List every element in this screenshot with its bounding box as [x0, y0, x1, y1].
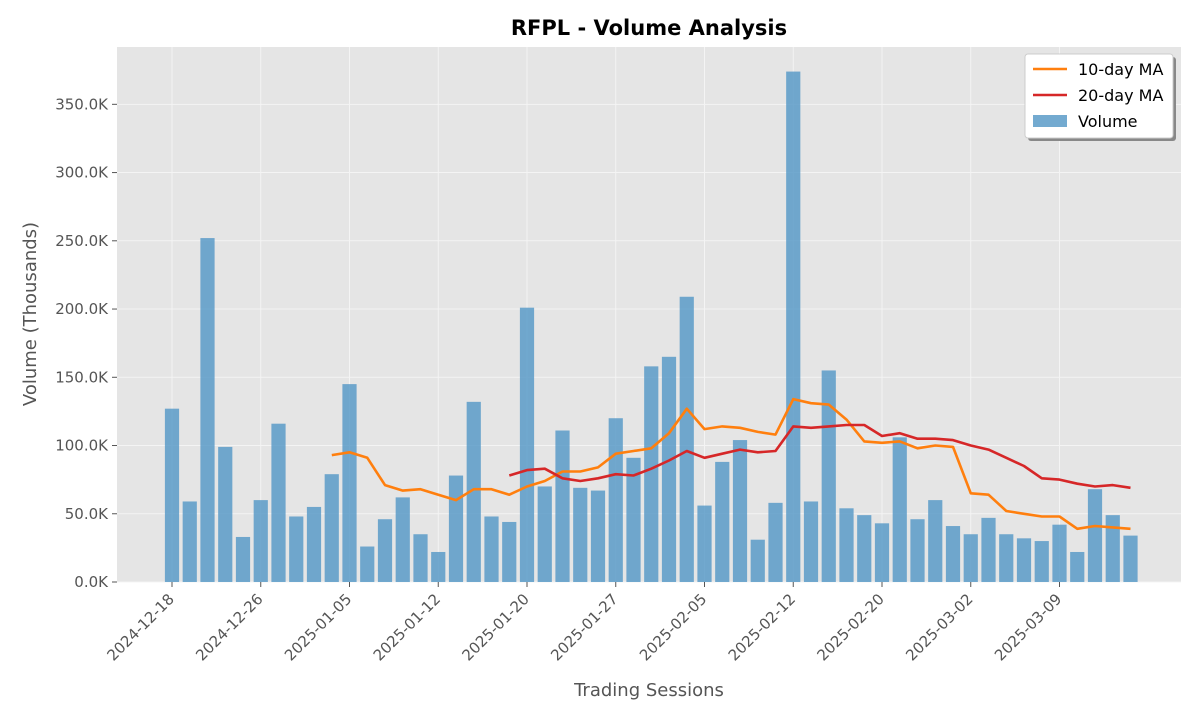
- volume-bar: [537, 486, 552, 582]
- volume-bar: [448, 475, 464, 582]
- y-tick-label: 150.0K: [55, 368, 109, 386]
- volume-bar: [1123, 535, 1138, 582]
- volume-bar: [999, 534, 1014, 582]
- x-tick-label: 2025-01-20: [458, 590, 532, 664]
- volume-bar: [200, 238, 215, 583]
- volume-bar: [395, 497, 410, 582]
- volume-bar: [626, 457, 641, 582]
- volume-bar: [644, 366, 659, 582]
- volume-bars: [164, 71, 1138, 583]
- volume-bar: [413, 534, 428, 582]
- x-axis: 2024-12-18 2024-12-26 2025-01-05 2025-01-12…: [103, 582, 1065, 664]
- y-axis: 0.0K 50.0K 100.0K 150.0K 200.0K 250.0K 300.0K 3…: [55, 95, 117, 591]
- volume-bar: [502, 521, 517, 582]
- volume-bar: [1105, 515, 1120, 582]
- legend-volume-label: Volume: [1078, 112, 1138, 131]
- x-tick-label: 2025-02-20: [813, 590, 887, 664]
- volume-bar: [324, 474, 339, 582]
- volume-bar: [590, 490, 606, 582]
- y-tick-label: 100.0K: [55, 437, 109, 455]
- volume-bar: [235, 536, 251, 582]
- volume-bar: [839, 508, 854, 582]
- volume-bar: [182, 501, 197, 582]
- x-tick-label: 2024-12-18: [103, 590, 177, 664]
- volume-bar: [164, 408, 180, 582]
- volume-bar: [750, 539, 765, 582]
- volume-bar: [928, 500, 943, 582]
- x-axis-label: Trading Sessions: [573, 680, 724, 701]
- volume-bar: [253, 500, 268, 582]
- volume-bar: [910, 519, 925, 582]
- volume-bar: [715, 461, 730, 582]
- legend-ma10-label: 10-day MA: [1078, 60, 1163, 79]
- y-tick-label: 250.0K: [55, 232, 109, 250]
- volume-bar: [768, 502, 783, 582]
- volume-bar: [821, 370, 836, 582]
- y-tick-label: 0.0K: [74, 573, 109, 591]
- volume-bar: [218, 446, 233, 582]
- volume-bar: [289, 516, 304, 582]
- y-tick-label: 350.0K: [55, 95, 109, 113]
- volume-bar: [857, 515, 872, 582]
- volume-bar: [661, 356, 677, 582]
- y-tick-label: 200.0K: [55, 300, 109, 318]
- volume-bar: [1070, 551, 1085, 582]
- legend-ma20-label: 20-day MA: [1078, 86, 1163, 105]
- volume-bar: [1087, 489, 1103, 582]
- legend-volume-swatch: [1033, 115, 1067, 127]
- volume-bar: [608, 418, 623, 582]
- x-tick-label: 2025-03-02: [902, 590, 976, 664]
- volume-bar: [679, 296, 694, 582]
- legend: 10-day MA 20-day MA Volume: [1024, 53, 1176, 141]
- volume-bar: [892, 437, 907, 582]
- volume-bar: [484, 516, 499, 582]
- volume-bar: [732, 440, 748, 582]
- x-tick-label: 2025-03-09: [991, 590, 1065, 664]
- y-tick-label: 50.0K: [65, 505, 109, 523]
- ma10-line: [331, 397, 1131, 531]
- volume-bar: [306, 506, 322, 582]
- volume-bar: [945, 526, 961, 582]
- y-tick-label: 300.0K: [55, 164, 109, 182]
- x-tick-label: 2025-01-05: [281, 590, 355, 664]
- volume-bar: [697, 505, 712, 582]
- volume-bar: [466, 401, 481, 582]
- volume-bar: [360, 546, 375, 582]
- volume-bar: [519, 307, 535, 582]
- volume-bar: [573, 487, 588, 582]
- ma20-line: [508, 423, 1131, 490]
- moving-average-lines: [331, 397, 1131, 531]
- chart-title: RFPL - Volume Analysis: [511, 16, 787, 40]
- volume-bar: [377, 519, 393, 582]
- volume-bar: [1052, 524, 1067, 582]
- volume-bar: [1034, 541, 1049, 582]
- volume-bar: [555, 430, 570, 582]
- volume-bar: [1016, 538, 1032, 582]
- volume-bar: [981, 517, 996, 582]
- volume-bar: [874, 523, 890, 582]
- x-tick-label: 2025-01-27: [547, 590, 621, 664]
- volume-bar: [786, 71, 801, 582]
- volume-bar: [963, 534, 978, 582]
- volume-bar: [803, 501, 819, 582]
- x-tick-label: 2025-02-05: [636, 590, 710, 664]
- volume-bar: [431, 551, 446, 582]
- y-axis-label: Volume (Thousands): [20, 222, 41, 406]
- x-tick-label: 2024-12-26: [192, 590, 266, 664]
- volume-bar: [271, 423, 286, 582]
- x-tick-label: 2025-01-12: [370, 590, 444, 664]
- x-tick-label: 2025-02-12: [725, 590, 799, 664]
- volume-bar: [342, 384, 357, 582]
